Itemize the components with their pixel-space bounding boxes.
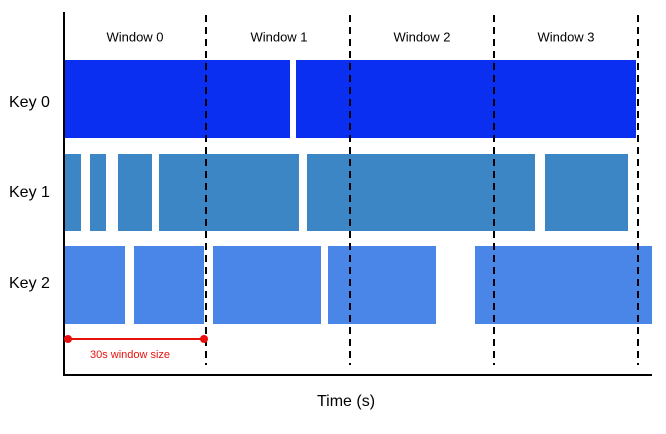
key-1-blocks: [64, 154, 628, 231]
window-size-marker: [64, 335, 208, 343]
window-label: Window 0: [106, 29, 163, 44]
key-label: Key 1: [9, 184, 50, 201]
key-label: Key 0: [9, 94, 50, 111]
axis-label: Time (s): [317, 393, 375, 410]
window-label: Window 3: [537, 29, 594, 44]
window-label: Window 1: [250, 29, 307, 44]
key-2-blocks: [64, 246, 652, 324]
key-0-blocks: [64, 60, 636, 138]
window-label: Window 2: [393, 29, 450, 44]
annotation: 30s window size: [90, 349, 170, 361]
window-boundaries: [205, 15, 639, 365]
key-label: Key 2: [9, 275, 50, 292]
